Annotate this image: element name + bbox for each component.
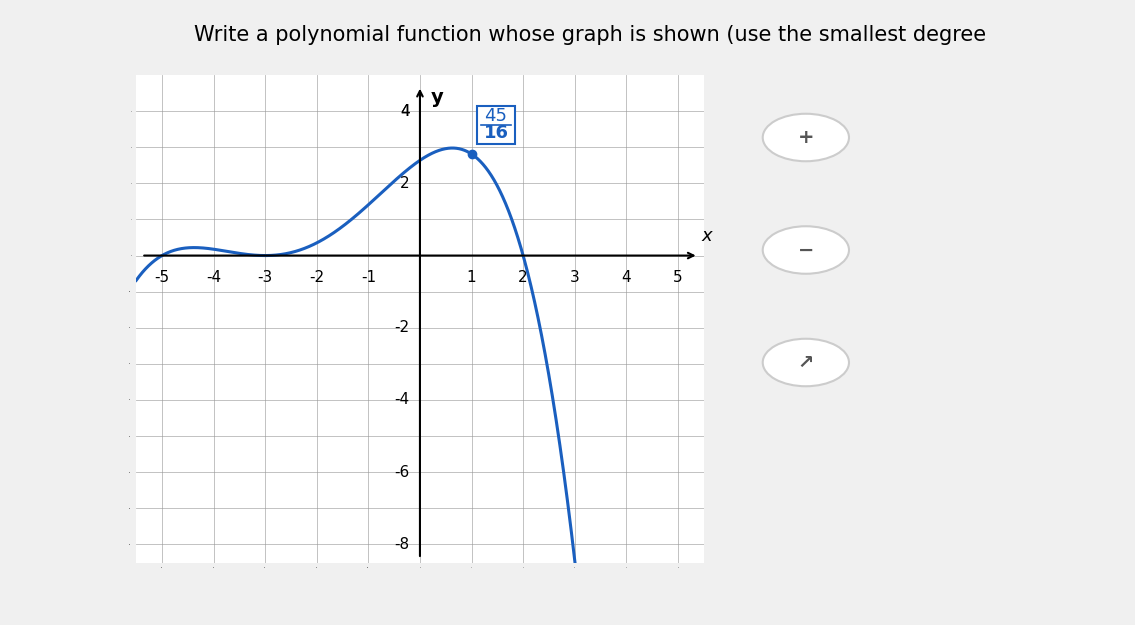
Text: 1: 1	[466, 270, 477, 285]
Text: -5: -5	[154, 270, 169, 285]
Text: 3: 3	[570, 270, 580, 285]
Text: 16: 16	[484, 124, 508, 142]
Text: −: −	[798, 241, 814, 259]
Bar	[477, 106, 515, 144]
Text: 5: 5	[673, 270, 683, 285]
Text: -4: -4	[395, 392, 410, 408]
Text: +: +	[798, 128, 814, 147]
Text: ↗: ↗	[798, 353, 814, 372]
Text: x: x	[701, 227, 712, 245]
Text: -3: -3	[258, 270, 272, 285]
Text: -2: -2	[309, 270, 325, 285]
Text: 45: 45	[485, 107, 507, 125]
Text: Write a polynomial function whose graph is shown (use the smallest degree: Write a polynomial function whose graph …	[194, 25, 986, 45]
Text: 4: 4	[400, 104, 410, 119]
Text: -4: -4	[207, 270, 221, 285]
Text: 4: 4	[622, 270, 631, 285]
Text: y: y	[430, 88, 443, 107]
Text: -1: -1	[361, 270, 376, 285]
Text: -6: -6	[394, 465, 410, 480]
Text: -8: -8	[395, 537, 410, 552]
Text: 2: 2	[519, 270, 528, 285]
Text: -2: -2	[395, 320, 410, 335]
Text: 2: 2	[400, 176, 410, 191]
Text: 4: 4	[400, 104, 410, 119]
